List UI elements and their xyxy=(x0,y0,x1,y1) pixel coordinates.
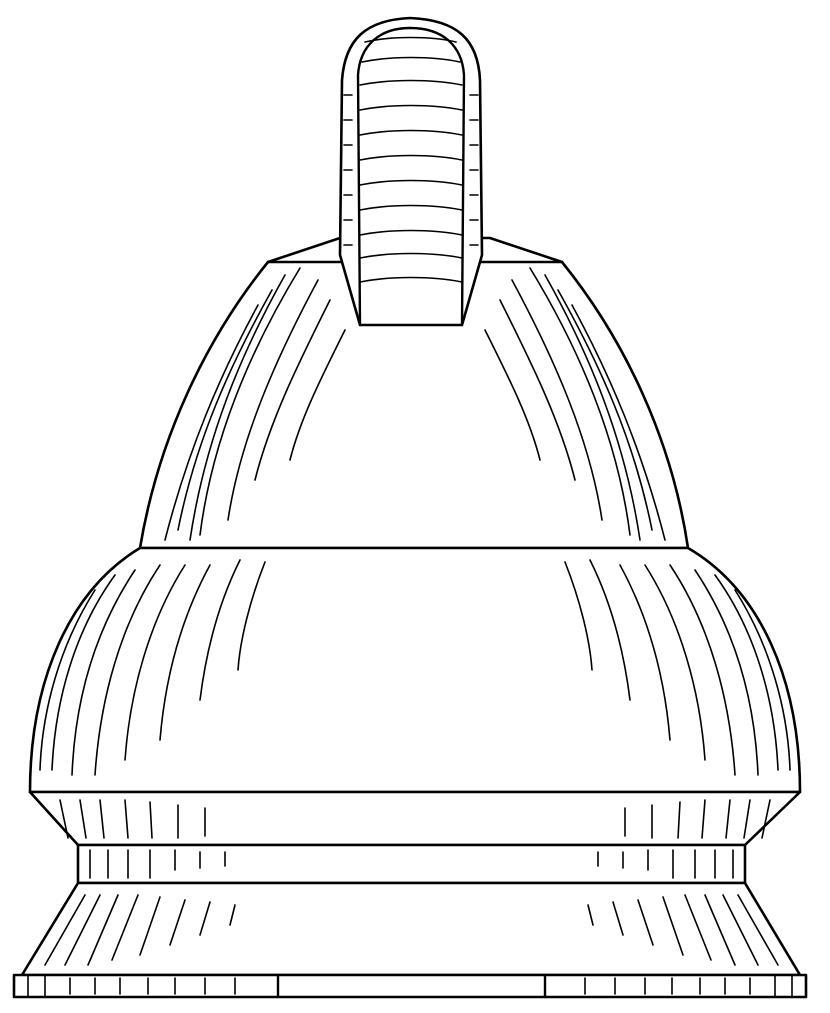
flared-skirt-outline xyxy=(22,883,800,975)
collar-band xyxy=(30,792,800,845)
lower-bulb-outline xyxy=(30,548,800,792)
top-loop xyxy=(340,18,482,325)
neck-ring-outline xyxy=(78,845,745,883)
base-rim-outline xyxy=(14,975,806,997)
collar-band-outline xyxy=(30,792,800,845)
top-loop-outline xyxy=(340,18,482,325)
lower-bulb xyxy=(30,548,800,792)
neck-ring xyxy=(78,845,745,883)
flared-skirt xyxy=(22,883,800,975)
base-rim xyxy=(14,975,806,997)
